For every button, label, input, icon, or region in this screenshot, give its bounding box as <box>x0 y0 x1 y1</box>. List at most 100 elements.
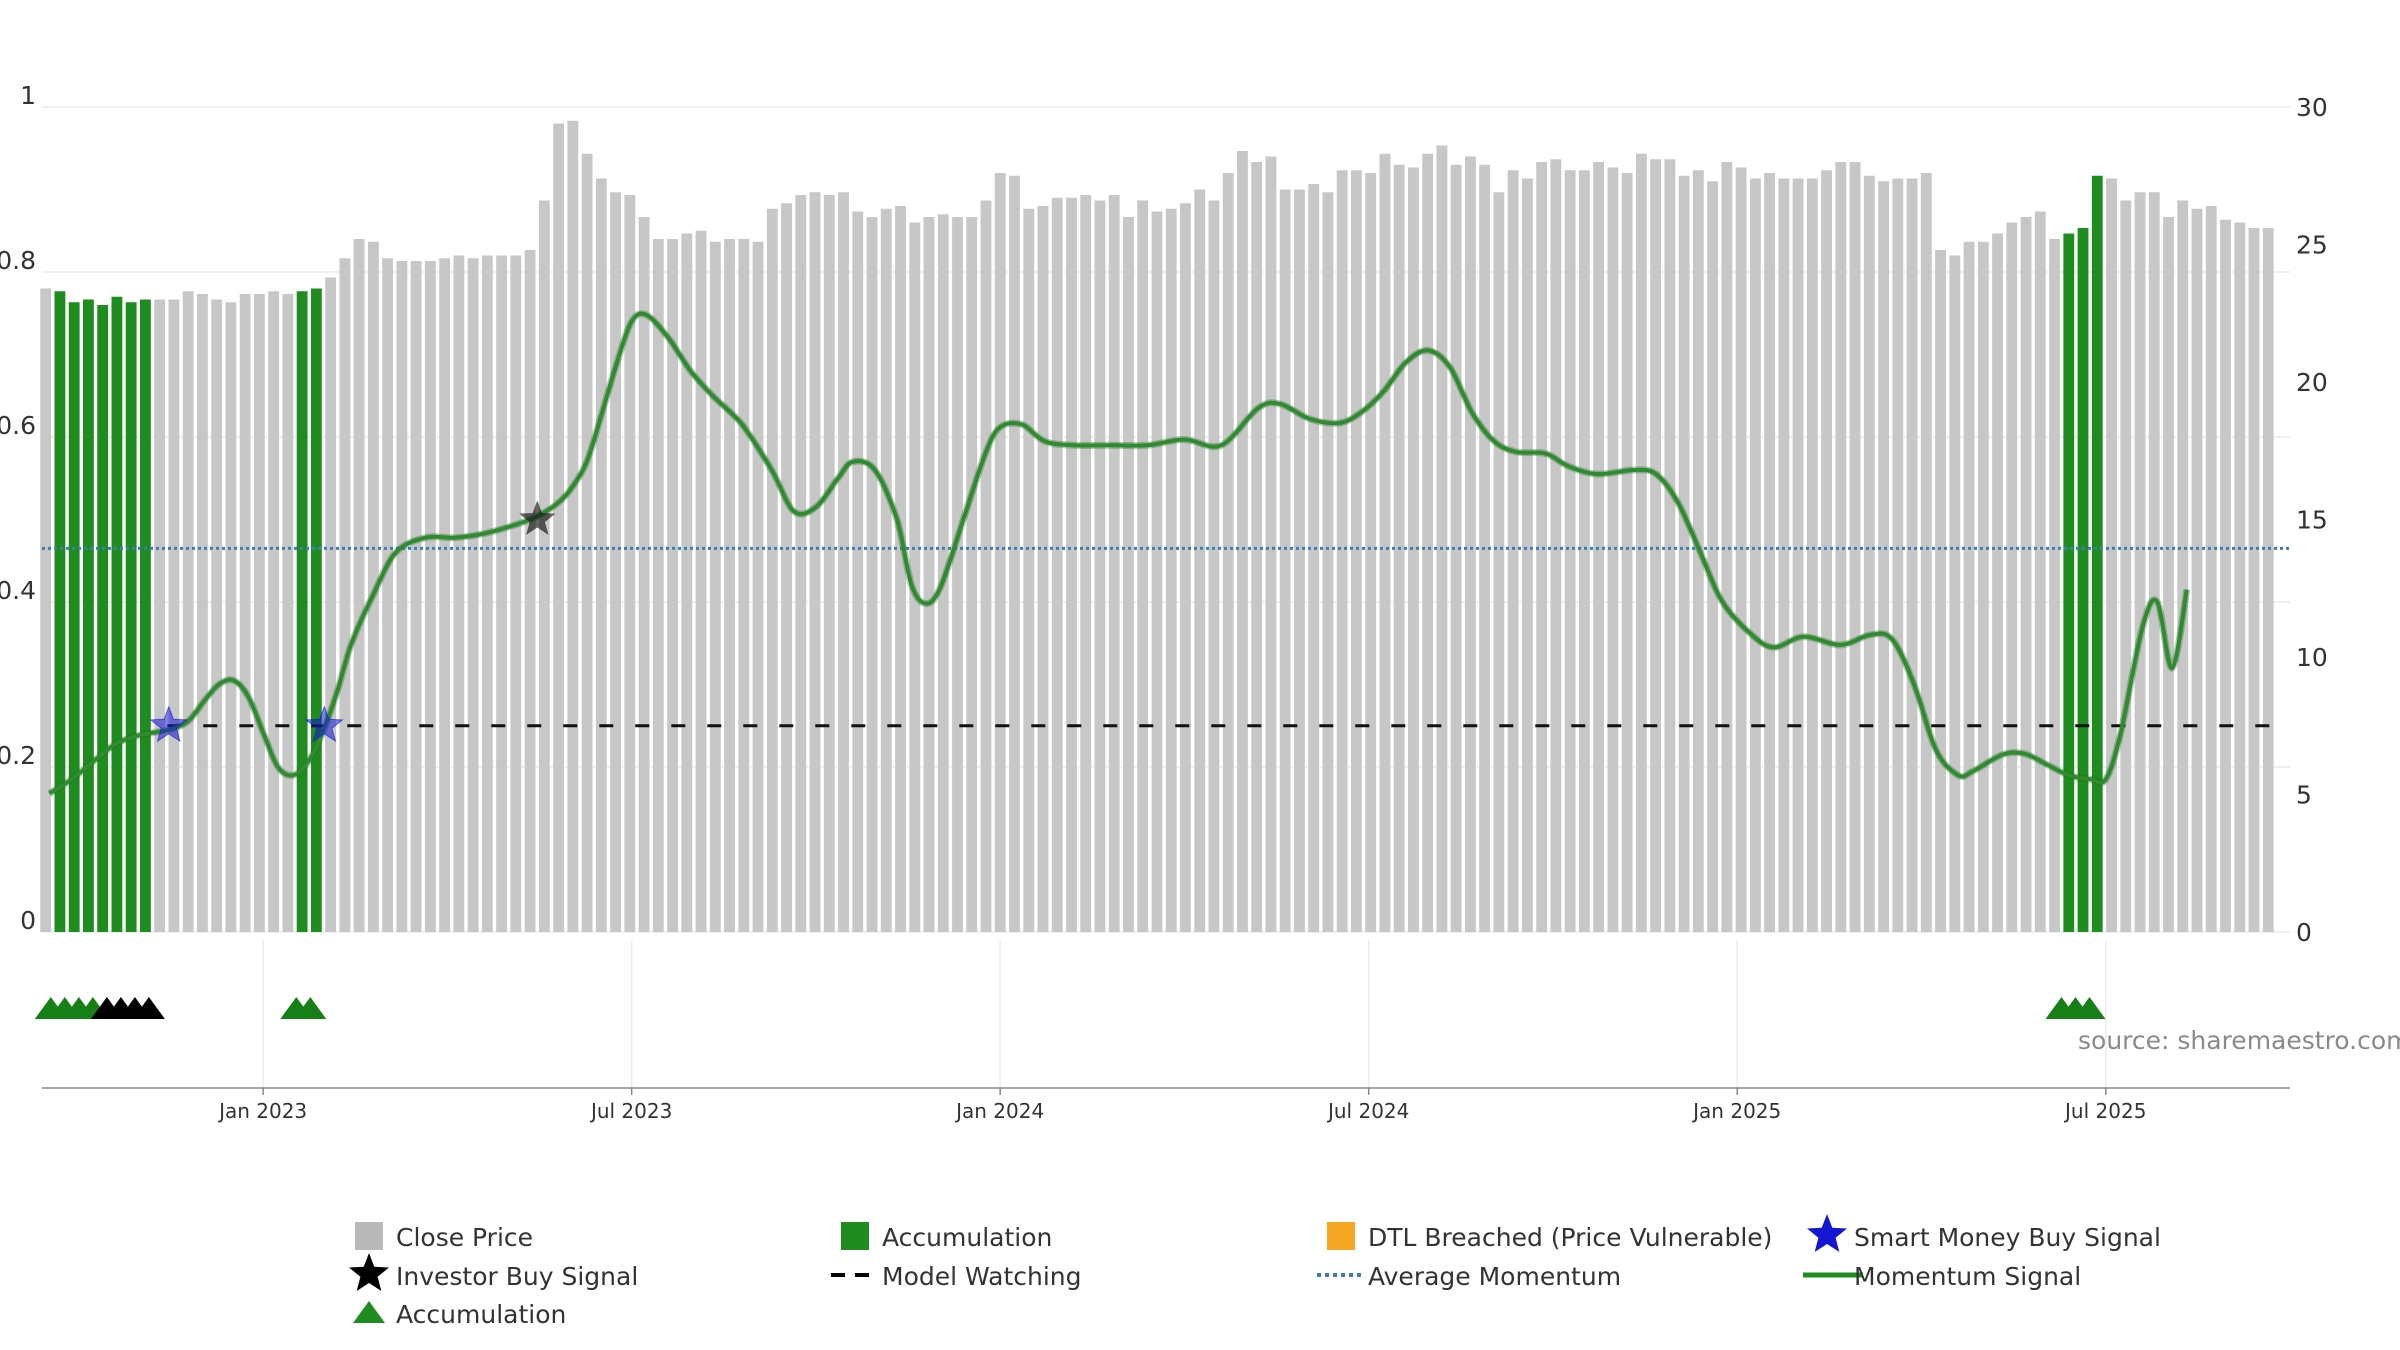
accumulation-bar <box>125 302 137 932</box>
legend-label: Investor Buy Signal <box>396 1262 638 1291</box>
close-price-bar <box>2234 222 2246 932</box>
right-axis-tick-label: 30 <box>2296 93 2328 122</box>
accumulation-triangle <box>294 997 327 1019</box>
date-axis-label: Jan 2025 <box>1691 1099 1781 1123</box>
close-price-bar <box>980 200 992 932</box>
close-price-bar <box>1365 173 1377 932</box>
close-price-bar <box>1222 173 1234 932</box>
close-price-bar <box>909 222 921 932</box>
close-price-bar <box>1322 192 1334 932</box>
close-price-bar <box>1507 170 1519 932</box>
left-axis-tick-label: 0.2 <box>0 741 36 770</box>
close-price-bar <box>382 258 394 932</box>
close-price-bar <box>638 217 650 932</box>
accumulation-bar <box>2091 175 2103 932</box>
close-price-bar <box>2205 206 2217 932</box>
close-price-bar <box>1935 250 1946 932</box>
investor-accumulation-triangle <box>132 997 165 1019</box>
accumulation-bar <box>54 291 66 932</box>
close-price-bar <box>1564 170 1576 932</box>
close-price-bar <box>880 208 892 932</box>
legend-item: Close Price <box>355 1222 533 1252</box>
close-price-bar <box>1977 241 1989 932</box>
close-price-bar <box>795 195 807 932</box>
smart-money-buy-star <box>304 705 344 743</box>
legend-label: Smart Money Buy Signal <box>1854 1223 2161 1252</box>
accumulation-bar <box>68 302 80 932</box>
close-price-bar <box>1436 145 1448 932</box>
close-price-bar <box>325 277 337 932</box>
close-price-bar <box>852 211 864 932</box>
legend-item: Model Watching <box>831 1262 1082 1291</box>
close-price-bar <box>2006 222 2018 932</box>
date-axis-label: Jul 2024 <box>1326 1099 1409 1123</box>
accumulation-bar <box>296 291 308 932</box>
close-price-bar <box>895 206 906 932</box>
close-price-bar <box>239 294 251 932</box>
legend-swatch-star <box>1807 1214 1847 1252</box>
legend-swatch-square <box>355 1222 383 1250</box>
legend-item: Accumulation <box>841 1222 1052 1252</box>
close-price-bar <box>1464 156 1476 932</box>
smart-money-buy-star <box>149 705 189 743</box>
close-price-bar <box>1408 167 1419 932</box>
close-price-bar <box>1806 178 1818 932</box>
close-price-bar <box>1051 197 1063 932</box>
legend-item: Smart Money Buy Signal <box>1807 1214 2161 1252</box>
close-price-bar <box>1536 162 1548 932</box>
close-price-bar <box>1308 184 1320 932</box>
close-price-bar <box>467 258 479 932</box>
close-price-bars <box>40 120 2274 932</box>
close-price-bar <box>1550 159 1562 932</box>
accumulation-bar <box>140 299 151 932</box>
close-price-bar <box>1521 178 1533 932</box>
close-price-bar <box>610 192 621 932</box>
close-price-bar <box>524 250 536 932</box>
close-price-bar <box>1080 195 1092 932</box>
close-price-bar <box>282 294 294 932</box>
close-price-bar <box>2106 178 2117 932</box>
close-price-bar <box>866 217 878 932</box>
close-price-bar <box>496 255 508 932</box>
axes: 0 5 10 15 20 25 30 0 0.2 0.4 0.6 0.8 1 Jan 2023 Jul 20… <box>0 81 2328 1123</box>
close-price-bar <box>2020 217 2032 932</box>
legend-label: Model Watching <box>882 1262 1082 1291</box>
date-axis-label: Jul 2023 <box>589 1099 672 1123</box>
close-price-bar <box>211 299 223 932</box>
close-price-bar <box>738 239 750 932</box>
close-price-bar <box>1764 173 1776 932</box>
close-price-bar <box>2120 200 2132 932</box>
close-price-bar <box>538 200 550 932</box>
close-price-bar <box>667 239 678 932</box>
right-axis-tick-label: 20 <box>2296 368 2328 397</box>
close-price-bar <box>1379 153 1391 932</box>
legend-swatch-star <box>349 1253 389 1291</box>
close-price-bar <box>567 120 579 932</box>
close-price-bar <box>695 230 707 932</box>
close-price-bar <box>724 239 735 932</box>
legend-label: Average Momentum <box>1368 1262 1621 1291</box>
close-price-bar <box>681 233 693 932</box>
close-price-bar <box>1878 181 1889 932</box>
right-axis-tick-label: 15 <box>2296 506 2328 535</box>
accumulation-markers <box>34 997 2106 1019</box>
close-price-bar <box>2191 208 2203 932</box>
close-price-bar <box>1707 181 1719 932</box>
legend-item: Accumulation <box>353 1300 566 1329</box>
close-price-bar <box>1792 178 1804 932</box>
left-axis-tick-label: 0.6 <box>0 411 36 440</box>
close-price-bar <box>396 261 408 932</box>
close-price-bar <box>581 153 593 932</box>
legend-swatch-square <box>841 1222 869 1250</box>
close-price-bar <box>1208 200 1220 932</box>
close-price-bar <box>2134 192 2146 932</box>
close-price-bar <box>481 255 493 932</box>
close-price-bar <box>1066 197 1077 932</box>
close-price-bar <box>339 258 351 932</box>
close-price-bar <box>1863 175 1875 932</box>
close-price-bar <box>1835 162 1847 932</box>
close-price-bar <box>1009 175 1020 932</box>
close-price-bar <box>410 261 422 932</box>
close-price-bar <box>2163 217 2174 932</box>
